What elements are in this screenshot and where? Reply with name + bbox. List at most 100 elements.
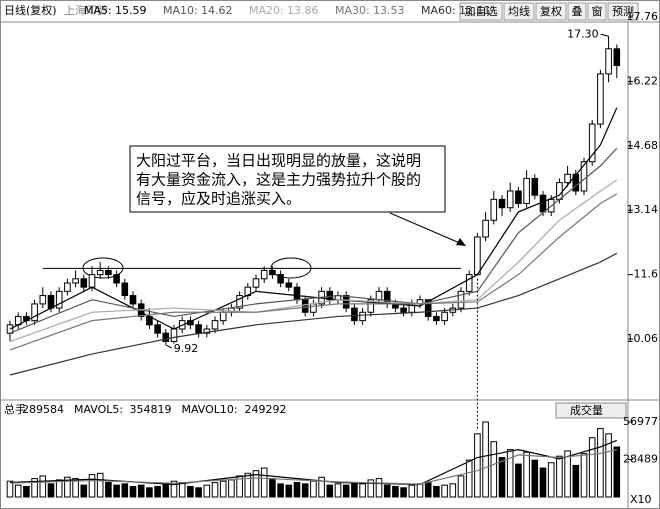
ma-line (9, 193, 618, 351)
annotation-pointer (165, 344, 173, 349)
candle-body (72, 278, 79, 284)
y-tick-label: 28489 (623, 453, 658, 466)
volume-bar (6, 480, 14, 498)
toolbar-button[interactable] (587, 2, 607, 21)
toolbar-button-label: 预测 (612, 5, 634, 18)
volume-bar (498, 457, 506, 498)
ma-line (9, 107, 618, 330)
volume-bar (146, 487, 153, 498)
y-tick-label: 10.06 (627, 332, 659, 345)
y-tick-label: 11.6 (634, 268, 659, 281)
candle-body (564, 173, 571, 184)
volume-bar (187, 485, 194, 498)
volume-bar (55, 479, 63, 498)
legend-value: 14.62 (201, 4, 233, 17)
candle-body (515, 190, 522, 205)
toolbar-button[interactable] (607, 2, 639, 21)
stock-name: 上海印龄 (64, 3, 108, 17)
candle-body (269, 269, 276, 276)
mode: 日线(复权) (4, 3, 57, 17)
candle-body (154, 324, 161, 334)
volume-bar (490, 441, 498, 498)
volume-bar (457, 475, 465, 498)
candle-body (556, 182, 563, 200)
volume-bar (269, 478, 276, 498)
toolbar-button[interactable] (503, 2, 535, 21)
volume-bar (408, 484, 416, 498)
volume-bar (113, 484, 120, 498)
volume-bar (588, 437, 596, 498)
volume-bar (597, 428, 604, 498)
legend-name: MA20: (249, 4, 284, 17)
y-tick-label: 13.14 (627, 203, 659, 216)
candle-body (605, 48, 612, 75)
candle-body (597, 73, 604, 125)
volume-bar (129, 485, 137, 498)
annotation-arrow (389, 212, 463, 245)
y-tick-label: 14.68 (627, 139, 659, 152)
volume-bar (359, 483, 366, 498)
annotation-box (129, 145, 446, 213)
toolbar-button-label: 叠 (572, 5, 583, 18)
candle-body (39, 295, 47, 305)
volume-bar (392, 485, 399, 498)
candle-body (400, 307, 407, 313)
candle-body (55, 290, 63, 309)
annotation-pointer (600, 33, 609, 37)
annotation-text: 有大量资金流入，这是主力强势拉升个股的 (136, 171, 421, 189)
volume-bar (433, 485, 440, 498)
volume-bar (301, 483, 309, 498)
annotation-text: 信号，应及时追涨买入。 (136, 190, 301, 208)
candle-body (539, 194, 547, 213)
candle-body (474, 236, 481, 276)
volume-bar (64, 476, 71, 498)
volume-bar (326, 484, 334, 498)
volume-bar (383, 484, 391, 498)
candle-body (482, 219, 489, 238)
volume-bar (506, 449, 514, 498)
volume-header: MAVOL5: (74, 403, 123, 416)
volume-bar (260, 467, 268, 498)
toolbar-button[interactable] (535, 2, 567, 21)
candle-body (88, 274, 96, 288)
ma-line (9, 449, 617, 485)
indicator-dropdown[interactable] (555, 402, 627, 419)
volume-bar (195, 487, 202, 498)
volume-bar (547, 462, 555, 498)
volume-bar (80, 484, 88, 498)
candle-body (433, 315, 440, 322)
candle-body (129, 295, 137, 305)
candle-body (260, 269, 268, 280)
candle-body (465, 274, 473, 292)
legend-name: MA10: (163, 4, 198, 17)
candle-body (375, 290, 383, 301)
volume-bar (39, 475, 47, 498)
volume-bar (523, 451, 530, 498)
volume-bar (219, 480, 227, 498)
toolbar-button-label: 均线 (508, 4, 530, 18)
candle-body (588, 123, 596, 163)
volume-bar (367, 479, 375, 498)
legend-value: 15.59 (115, 4, 147, 17)
candle-body (219, 311, 227, 322)
toolbar-button[interactable] (567, 2, 587, 21)
toolbar-button[interactable] (459, 2, 503, 21)
volume-bar (531, 459, 539, 498)
y-tick-label: 56977 (623, 415, 658, 428)
legend-name: MA60: (421, 4, 456, 17)
volume-bar (162, 483, 170, 498)
legend-name: MA30: (335, 4, 370, 17)
legend-value: 13.86 (287, 4, 319, 17)
volume-bar (580, 453, 588, 498)
toolbar-button-label: 加自选 (465, 5, 498, 18)
candle-body (310, 303, 317, 313)
candle-body (277, 274, 284, 284)
volume-bar (400, 487, 407, 498)
volume-bar (72, 478, 79, 498)
volume-bar (285, 484, 293, 498)
volume-header: 总手 (4, 402, 26, 416)
volume-bar (564, 450, 571, 498)
legend-value: 13.53 (373, 4, 405, 17)
volume-bar (424, 482, 432, 498)
